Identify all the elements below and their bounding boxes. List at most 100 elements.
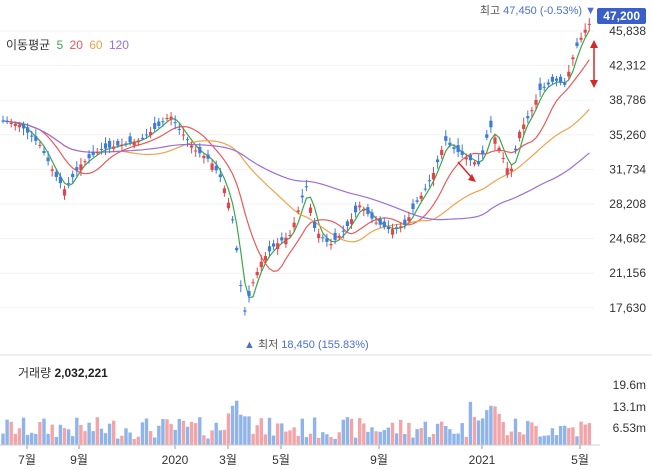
volume-bar xyxy=(128,432,132,445)
volume-bar xyxy=(386,427,391,445)
candle-body xyxy=(489,120,493,128)
low-label: 최저 xyxy=(257,339,279,351)
date-tick-label: 9월 xyxy=(370,453,388,467)
volume-value: 2,032,221 xyxy=(54,366,108,380)
candle-body xyxy=(30,135,34,137)
candle-body xyxy=(157,121,161,126)
date-tick-label: 3월 xyxy=(219,453,237,467)
volume-bar xyxy=(99,428,104,445)
candle-body xyxy=(218,174,222,178)
volume-bar xyxy=(124,428,128,445)
annotation-arrows xyxy=(457,40,598,182)
candle-body xyxy=(358,205,362,208)
volume-bar xyxy=(66,429,71,445)
volume-bar xyxy=(194,423,198,445)
candle-body xyxy=(440,149,444,156)
volume-bar xyxy=(280,423,284,445)
price-tick-label: 21,156 xyxy=(609,266,646,280)
volume-bar xyxy=(267,417,272,445)
date-tick-label: 2020 xyxy=(162,453,189,467)
volume-bar xyxy=(177,418,181,445)
volume-bar xyxy=(91,431,95,445)
candle-body xyxy=(567,71,571,77)
volume-bar xyxy=(333,438,337,445)
volume-bar xyxy=(489,405,493,445)
volume-bar xyxy=(399,419,403,445)
volume-tick-label: 6.53m xyxy=(613,421,646,435)
volume-bar xyxy=(1,433,5,445)
price-tick-label: 42,312 xyxy=(609,59,646,73)
candle-body xyxy=(120,144,124,146)
candle-body xyxy=(112,146,116,149)
candle-body xyxy=(579,37,583,40)
candle-body xyxy=(501,158,505,159)
volume-bar xyxy=(390,422,395,445)
volume-bar xyxy=(218,430,222,445)
candle-body xyxy=(9,122,13,125)
volume-bar xyxy=(83,431,87,445)
high-label: 최고 xyxy=(479,5,501,17)
volume-bar xyxy=(247,416,251,445)
price-tick-label: 45,838 xyxy=(609,24,646,38)
volume-bar xyxy=(538,436,542,445)
volume-bar xyxy=(103,433,108,445)
candle-body xyxy=(530,110,534,112)
candle-body xyxy=(239,285,243,287)
candle-body xyxy=(554,78,559,81)
candle-body xyxy=(165,118,169,119)
volume-bar xyxy=(202,435,206,445)
candle-body xyxy=(284,237,288,245)
volume-bar xyxy=(366,431,370,445)
volume-bar xyxy=(300,418,304,445)
candle-body xyxy=(140,137,144,139)
candle-body xyxy=(313,221,317,228)
candle-body xyxy=(124,143,128,145)
candle-body xyxy=(448,142,452,145)
volume-bar xyxy=(222,429,227,445)
candle-body xyxy=(79,164,83,171)
volume-bar xyxy=(341,419,345,445)
candle-body xyxy=(99,149,103,151)
candle-body xyxy=(251,282,255,284)
high-price-note: 최고 47,450 (-0.53%) ▼ xyxy=(480,2,596,18)
volume-bar xyxy=(579,421,583,445)
volume-bar xyxy=(62,428,67,445)
date-tick-label: 2021 xyxy=(469,453,496,467)
candle-body xyxy=(485,134,489,138)
candle-body xyxy=(329,244,333,246)
volume-bar xyxy=(567,427,571,445)
volume-bar xyxy=(259,418,263,445)
volume-bar xyxy=(509,431,514,445)
candle-body xyxy=(62,189,67,196)
candle-body xyxy=(341,230,345,232)
candle-body xyxy=(202,155,206,159)
volume-bar xyxy=(394,433,399,445)
candle-body xyxy=(198,146,202,154)
candle-body xyxy=(103,143,108,149)
volume-bar xyxy=(21,417,26,445)
candle-body xyxy=(477,161,481,165)
candle-body xyxy=(149,132,153,136)
candle-body xyxy=(481,150,485,155)
candle-body xyxy=(468,155,472,161)
candle-body xyxy=(71,173,75,178)
volume-bar xyxy=(206,438,210,445)
date-tick-label: 9월 xyxy=(70,453,88,467)
candle-body xyxy=(423,188,427,190)
volume-bar xyxy=(112,420,116,445)
candle-body xyxy=(399,226,403,229)
volume-bar xyxy=(198,417,202,445)
price-axis: 45,838 42,312 38,786 35,260 31,734 28,208 24,6… xyxy=(609,24,646,315)
candle-body xyxy=(21,123,26,129)
candle-body xyxy=(300,195,304,198)
price-tick-label: 38,786 xyxy=(609,93,646,107)
volume-bar xyxy=(71,436,75,445)
ma-line-120 xyxy=(2,120,590,221)
volume-bar xyxy=(505,435,509,445)
volume-bar xyxy=(456,433,460,445)
candle-body xyxy=(177,128,181,130)
candle-body xyxy=(58,176,62,184)
volume-bar xyxy=(271,435,276,445)
volume-bar xyxy=(481,418,485,445)
candle-body xyxy=(386,226,390,230)
